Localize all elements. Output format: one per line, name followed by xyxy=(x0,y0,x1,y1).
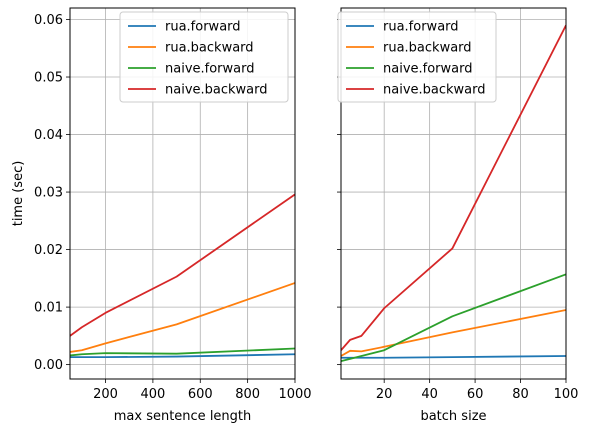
left-legend: rua.forward rua.backward naive.forward naiv… xyxy=(119,11,289,103)
y-tick-label: 0.00 xyxy=(34,358,63,373)
legend-label: rua.backward xyxy=(165,41,254,56)
right-grid xyxy=(341,8,567,379)
series-line-rua-backward xyxy=(70,282,295,353)
x-tick-label: 800 xyxy=(235,387,260,402)
right-legend: rua.forward rua.backward naive.forward naiv… xyxy=(337,11,497,103)
x-tick-label: 20 xyxy=(376,387,393,402)
left-series xyxy=(70,193,295,359)
legend-label: naive.backward xyxy=(383,83,486,98)
legend-label: naive.forward xyxy=(165,62,254,77)
x-tick-label: 60 xyxy=(467,387,484,402)
series-line-rua-forward xyxy=(70,353,295,359)
series-line-rua-backward xyxy=(341,309,566,357)
legend-label: naive.forward xyxy=(383,62,472,77)
right-axes-frame xyxy=(340,7,567,380)
right-x-ticks: 20 40 60 80 100 xyxy=(376,379,579,402)
x-tick-label: 80 xyxy=(512,387,529,402)
series-line-naive-backward xyxy=(341,24,566,351)
left-y-ticks: 0.00 0.01 0.02 0.03 0.04 0.05 0.06 xyxy=(34,13,70,373)
right-panel: 20 40 60 80 100 batch size rua.forward rua.ba… xyxy=(337,7,579,424)
legend-label: rua.forward xyxy=(383,20,459,35)
x-tick-label: 600 xyxy=(188,387,213,402)
x-tick-label: 100 xyxy=(554,387,579,402)
legend-box xyxy=(337,11,497,103)
x-tick-label: 40 xyxy=(421,387,438,402)
left-axes-frame xyxy=(69,7,296,380)
left-panel: 200 400 600 800 1000 0.000.010.020.030.040.0… xyxy=(11,7,312,424)
left-x-axis-label: max sentence length xyxy=(114,409,252,424)
y-tick-label: 0.02 xyxy=(34,243,63,258)
series-line-rua-forward xyxy=(341,355,566,359)
left-x-ticks: 200 400 600 800 1000 xyxy=(93,379,312,402)
y-axis-label: time (sec) xyxy=(11,161,26,227)
x-tick-label: 1000 xyxy=(278,387,311,402)
x-tick-label: 400 xyxy=(140,387,165,402)
right-series xyxy=(341,24,566,363)
y-tick-label: 0.03 xyxy=(34,186,63,201)
legend-label: naive.backward xyxy=(165,83,268,98)
y-tick-label: 0.05 xyxy=(34,71,63,86)
series-line-naive-backward xyxy=(70,193,295,337)
legend-label: rua.forward xyxy=(165,20,241,35)
y-tick-label: 0.04 xyxy=(34,128,63,143)
right-x-axis-label: batch size xyxy=(420,409,486,424)
series-line-naive-forward xyxy=(70,347,295,357)
legend-label: rua.backward xyxy=(383,41,472,56)
x-tick-label: 200 xyxy=(93,387,118,402)
legend-box xyxy=(119,11,289,103)
y-tick-label: 0.01 xyxy=(34,301,63,316)
series-line-naive-forward xyxy=(341,273,566,363)
y-tick-label: 0.06 xyxy=(34,13,63,28)
